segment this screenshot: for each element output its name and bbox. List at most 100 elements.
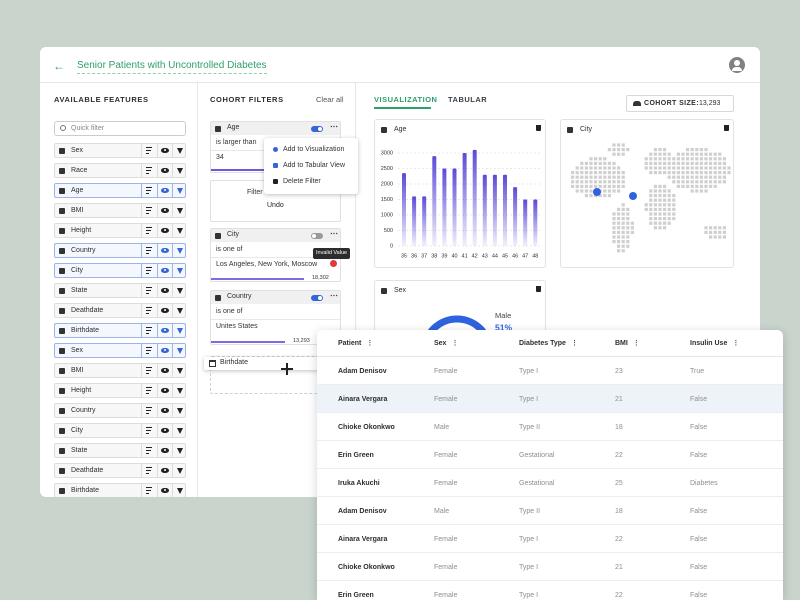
feature-row[interactable]: Height <box>54 383 186 398</box>
feature-row[interactable]: Age <box>54 183 186 198</box>
feature-action[interactable] <box>141 324 156 337</box>
feature-action[interactable] <box>172 164 187 177</box>
feature-action[interactable] <box>172 184 187 197</box>
column-header[interactable]: Sex <box>434 340 447 347</box>
table-row[interactable]: Erin Green Female Gestational 22 False <box>317 441 783 469</box>
feature-action[interactable] <box>157 324 172 337</box>
feature-row[interactable]: Deathdate <box>54 463 186 478</box>
feature-action[interactable] <box>141 264 156 277</box>
feature-action[interactable] <box>172 224 187 237</box>
column-header[interactable]: Diabetes Type <box>519 340 566 347</box>
column-menu-icon[interactable]: ⋮ <box>732 340 740 347</box>
feature-action[interactable] <box>157 304 172 317</box>
feature-action[interactable] <box>157 224 172 237</box>
feature-action[interactable] <box>157 284 172 297</box>
feature-row[interactable]: BMI <box>54 363 186 378</box>
clear-all[interactable]: Clear all <box>316 95 344 104</box>
quick-filter[interactable]: Quick filter <box>54 121 186 136</box>
more-icon[interactable]: ⋯ <box>330 291 338 300</box>
feature-action[interactable] <box>141 344 156 357</box>
filter-toggle[interactable] <box>311 295 323 301</box>
feature-action[interactable] <box>172 344 187 357</box>
feature-row[interactable]: City <box>54 423 186 438</box>
feature-action[interactable] <box>141 464 156 477</box>
feature-action[interactable] <box>157 364 172 377</box>
menu-item[interactable]: Add to Tabular View <box>264 159 358 173</box>
feature-action[interactable] <box>157 444 172 457</box>
feature-action[interactable] <box>157 384 172 397</box>
feature-row[interactable]: Country <box>54 403 186 418</box>
more-icon[interactable]: ⋯ <box>330 229 338 238</box>
column-header[interactable]: Patient <box>338 340 362 347</box>
column-menu-icon[interactable]: ⋮ <box>570 340 578 347</box>
feature-action[interactable] <box>141 204 156 217</box>
feature-action[interactable] <box>157 164 172 177</box>
feature-row[interactable]: Sex <box>54 343 186 358</box>
feature-action[interactable] <box>141 404 156 417</box>
filter-toggle[interactable] <box>311 233 323 239</box>
page-title[interactable]: Senior Patients with Uncontrolled Diabet… <box>77 60 267 74</box>
feature-action[interactable] <box>141 284 156 297</box>
feature-action[interactable] <box>141 484 156 497</box>
feature-action[interactable] <box>157 464 172 477</box>
feature-action[interactable] <box>157 344 172 357</box>
tab[interactable]: TABULAR <box>448 95 488 104</box>
feature-action[interactable] <box>172 204 187 217</box>
feature-action[interactable] <box>157 484 172 497</box>
feature-action[interactable] <box>157 204 172 217</box>
table-row[interactable]: Adam Denisov Male Type II 18 False <box>317 497 783 525</box>
filter-toggle[interactable] <box>311 126 323 132</box>
feature-action[interactable] <box>141 164 156 177</box>
feature-row[interactable]: Country <box>54 243 186 258</box>
feature-action[interactable] <box>172 144 187 157</box>
table-row[interactable]: Adam Denisov Female Type I 23 True <box>317 357 783 385</box>
feature-row[interactable]: BMI <box>54 203 186 218</box>
feature-row[interactable]: Sex <box>54 143 186 158</box>
menu-item[interactable]: Add to Visualization <box>264 143 358 157</box>
column-menu-icon[interactable]: ⋮ <box>366 340 374 347</box>
table-row[interactable]: Chioke Okonkwo Male Type II 18 False <box>317 413 783 441</box>
column-header[interactable]: Insulin Use <box>690 340 728 347</box>
feature-row[interactable]: State <box>54 443 186 458</box>
trash-icon[interactable] <box>536 286 541 292</box>
table-row[interactable]: Erin Green Female Type I 22 False <box>317 581 783 600</box>
column-menu-icon[interactable]: ⋮ <box>451 340 459 347</box>
feature-action[interactable] <box>172 384 187 397</box>
feature-action[interactable] <box>172 284 187 297</box>
feature-action[interactable] <box>172 244 187 257</box>
feature-action[interactable] <box>172 304 187 317</box>
feature-row[interactable]: City <box>54 263 186 278</box>
feature-action[interactable] <box>157 184 172 197</box>
column-menu-icon[interactable]: ⋮ <box>632 340 640 347</box>
filter-card[interactable]: Country ⋯ is one of Unites States 13,293 <box>210 290 341 345</box>
feature-action[interactable] <box>172 264 187 277</box>
feature-row[interactable]: Birthdate <box>54 483 186 497</box>
dragging-card[interactable]: Birthdate <box>204 357 322 370</box>
feature-action[interactable] <box>141 224 156 237</box>
feature-action[interactable] <box>141 304 156 317</box>
table-row[interactable]: Iruka Akuchi Female Gestational 25 Diabetes <box>317 469 783 497</box>
feature-action[interactable] <box>172 464 187 477</box>
feature-action[interactable] <box>157 424 172 437</box>
feature-row[interactable]: State <box>54 283 186 298</box>
column-header[interactable]: BMI <box>615 340 628 347</box>
feature-action[interactable] <box>141 244 156 257</box>
table-row[interactable]: Chioke Okonkwo Female Type I 21 False <box>317 553 783 581</box>
menu-item[interactable]: Delete Filter <box>264 175 358 189</box>
feature-action[interactable] <box>141 144 156 157</box>
table-row[interactable]: Ainara Vergara Female Type I 22 False <box>317 525 783 553</box>
undo-button[interactable]: Undo <box>267 202 284 209</box>
feature-action[interactable] <box>172 404 187 417</box>
table-row[interactable]: Ainara Vergara Female Type I 21 False <box>317 385 783 413</box>
feature-action[interactable] <box>141 184 156 197</box>
tab[interactable]: VISUALIZATION <box>374 95 438 104</box>
back-arrow[interactable]: ← <box>53 59 65 73</box>
feature-row[interactable]: Deathdate <box>54 303 186 318</box>
more-icon[interactable]: ⋯ <box>330 122 338 131</box>
feature-action[interactable] <box>172 424 187 437</box>
feature-action[interactable] <box>172 364 187 377</box>
feature-action[interactable] <box>141 424 156 437</box>
feature-action[interactable] <box>157 404 172 417</box>
feature-row[interactable]: Birthdate <box>54 323 186 338</box>
feature-action[interactable] <box>157 244 172 257</box>
